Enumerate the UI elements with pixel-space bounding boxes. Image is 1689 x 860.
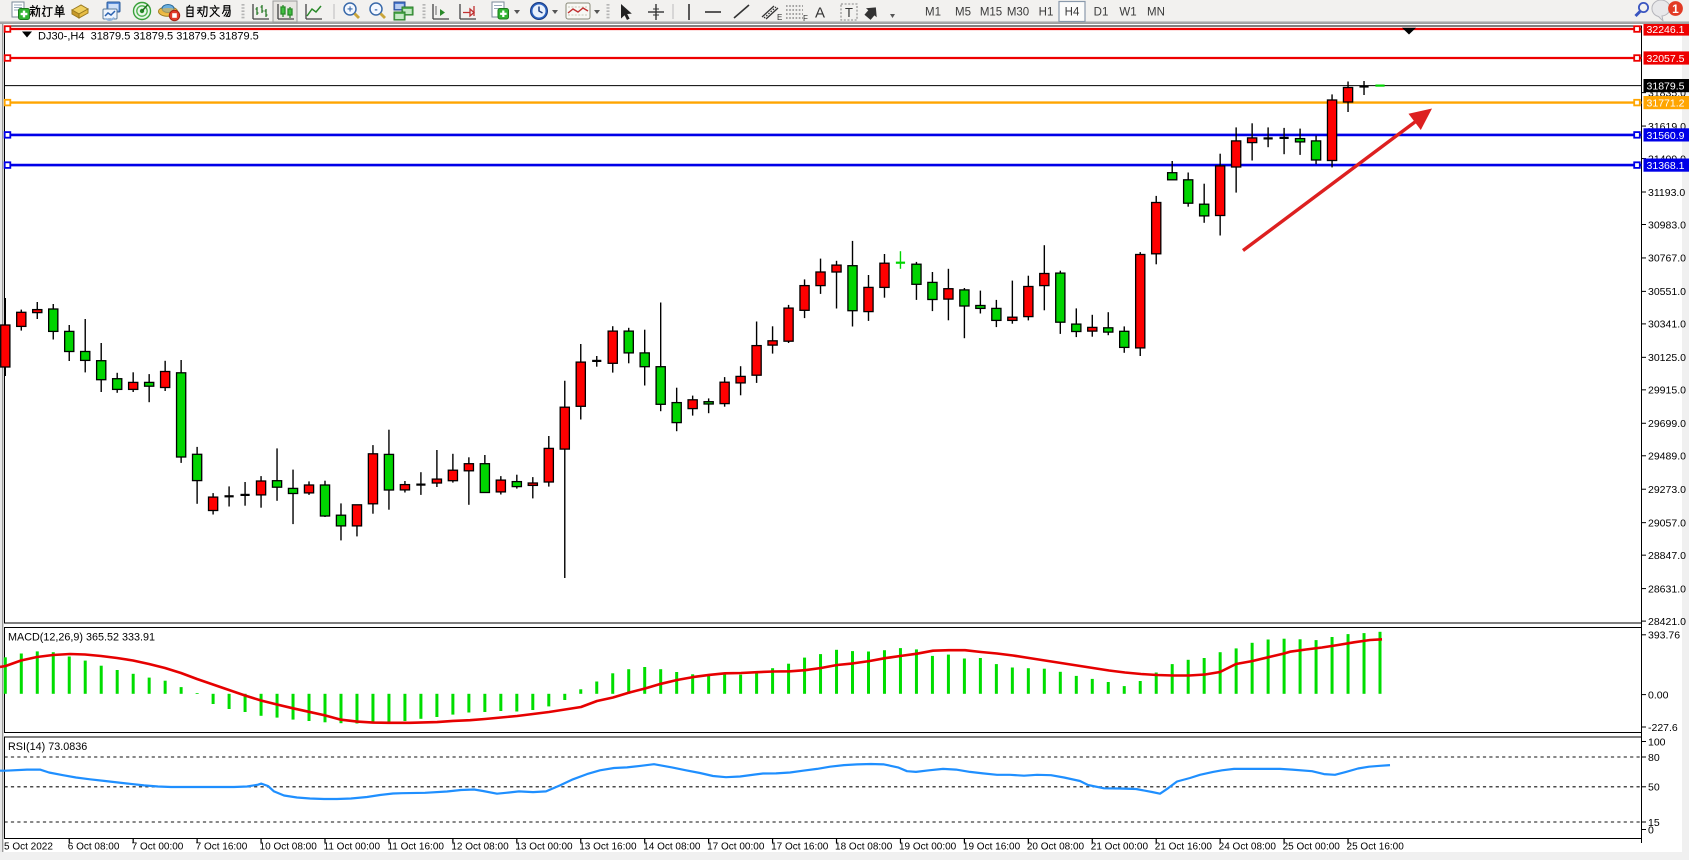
svg-text:393.76: 393.76: [1648, 630, 1680, 642]
svg-text:24 Oct 08:00: 24 Oct 08:00: [1219, 842, 1277, 853]
svg-text:11 Oct 00:00: 11 Oct 00:00: [324, 842, 381, 853]
svg-text:5 Oct 2022: 5 Oct 2022: [4, 842, 53, 853]
svg-text:H4: H4: [1065, 7, 1080, 19]
svg-text:18 Oct 08:00: 18 Oct 08:00: [835, 842, 893, 853]
svg-text:0: 0: [1648, 824, 1654, 836]
svg-text:80: 80: [1648, 752, 1660, 764]
svg-text:F: F: [803, 14, 808, 23]
svg-text:MN: MN: [1147, 7, 1165, 19]
svg-text:RSI(14) 73.0836: RSI(14) 73.0836: [8, 741, 87, 753]
svg-text:DJ30-,H4 31879.5 31879.5 3187: DJ30-,H4 31879.5 31879.5 31879.5 31879.5: [38, 31, 259, 43]
svg-text:29915.0: 29915.0: [1648, 385, 1686, 397]
svg-text:15: 15: [1648, 817, 1660, 829]
svg-text:7 Oct 00:00: 7 Oct 00:00: [132, 842, 184, 853]
svg-text:31771.2: 31771.2: [1647, 98, 1685, 110]
svg-text:1: 1: [1672, 2, 1679, 16]
svg-text:W1: W1: [1119, 7, 1136, 19]
svg-text:28847.0: 28847.0: [1648, 550, 1686, 562]
svg-text:31368.1: 31368.1: [1647, 160, 1685, 172]
svg-text:6 Oct 08:00: 6 Oct 08:00: [68, 842, 120, 853]
svg-text:M5: M5: [955, 7, 971, 19]
svg-text:10 Oct 08:00: 10 Oct 08:00: [260, 842, 318, 853]
svg-text:28631.0: 28631.0: [1648, 583, 1686, 595]
svg-text:30767.0: 30767.0: [1648, 253, 1686, 265]
svg-text:13 Oct 16:00: 13 Oct 16:00: [579, 842, 637, 853]
svg-text:T: T: [845, 5, 853, 20]
svg-text:M15: M15: [980, 7, 1002, 19]
svg-text:-: -: [374, 5, 377, 16]
svg-text:11 Oct 16:00: 11 Oct 16:00: [387, 842, 444, 853]
svg-text:28421.0: 28421.0: [1648, 616, 1686, 628]
svg-text:100: 100: [1648, 736, 1666, 748]
svg-text:0.00: 0.00: [1648, 689, 1669, 701]
svg-text:21 Oct 16:00: 21 Oct 16:00: [1155, 842, 1213, 853]
svg-text:29273.0: 29273.0: [1648, 484, 1686, 496]
svg-text:H1: H1: [1039, 7, 1054, 19]
svg-text:M1: M1: [925, 7, 941, 19]
svg-text:-227.6: -227.6: [1648, 722, 1678, 734]
svg-text:25 Oct 16:00: 25 Oct 16:00: [1347, 842, 1405, 853]
svg-text:7 Oct 16:00: 7 Oct 16:00: [196, 842, 248, 853]
svg-text:30983.0: 30983.0: [1648, 219, 1686, 231]
svg-text:M30: M30: [1007, 7, 1029, 19]
svg-text:31560.9: 31560.9: [1647, 130, 1685, 142]
svg-text:29699.0: 29699.0: [1648, 418, 1686, 430]
svg-text:25 Oct 00:00: 25 Oct 00:00: [1283, 842, 1341, 853]
svg-text:32246.1: 32246.1: [1647, 24, 1685, 36]
svg-text:20 Oct 08:00: 20 Oct 08:00: [1027, 842, 1085, 853]
svg-text:31193.0: 31193.0: [1648, 187, 1685, 199]
svg-text:30341.0: 30341.0: [1648, 319, 1686, 331]
svg-text:D1: D1: [1094, 7, 1109, 19]
svg-text:17 Oct 16:00: 17 Oct 16:00: [771, 842, 829, 853]
svg-text:E: E: [777, 13, 782, 22]
svg-text:29057.0: 29057.0: [1648, 517, 1686, 529]
svg-text:19 Oct 16:00: 19 Oct 16:00: [963, 842, 1021, 853]
svg-text:19 Oct 00:00: 19 Oct 00:00: [899, 842, 957, 853]
svg-text:+: +: [347, 5, 353, 16]
svg-text:30551.0: 30551.0: [1648, 286, 1686, 298]
svg-text:50: 50: [1648, 782, 1660, 794]
svg-text:MACD(12,26,9) 365.52 333.91: MACD(12,26,9) 365.52 333.91: [8, 632, 155, 644]
svg-text:21 Oct 00:00: 21 Oct 00:00: [1091, 842, 1149, 853]
svg-text:32057.5: 32057.5: [1647, 53, 1685, 65]
svg-text:31879.5: 31879.5: [1647, 81, 1685, 93]
svg-text:14 Oct 08:00: 14 Oct 08:00: [643, 842, 701, 853]
svg-text:29489.0: 29489.0: [1648, 451, 1686, 463]
svg-text:17 Oct 00:00: 17 Oct 00:00: [707, 842, 765, 853]
svg-text:12 Oct 08:00: 12 Oct 08:00: [451, 842, 509, 853]
svg-text:30125.0: 30125.0: [1648, 352, 1686, 364]
svg-text:13 Oct 00:00: 13 Oct 00:00: [515, 842, 573, 853]
svg-text:A: A: [815, 5, 825, 22]
